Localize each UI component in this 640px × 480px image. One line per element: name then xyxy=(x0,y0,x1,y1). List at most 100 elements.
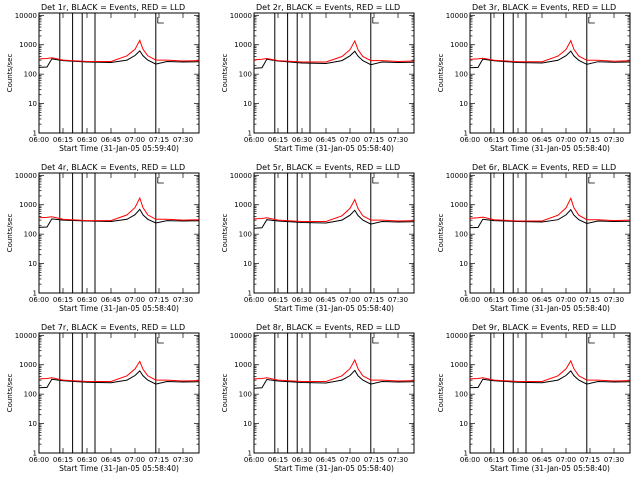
x-tick-label: 06:45 xyxy=(532,296,552,304)
y-tick-label: 100 xyxy=(24,231,37,239)
panel-title: Det 3r, BLACK = Events, RED = LLD xyxy=(472,3,616,12)
series-line-lld xyxy=(38,360,200,382)
x-tick-label: 06:30 xyxy=(292,456,312,464)
x-tick-label: 06:45 xyxy=(316,136,336,144)
x-tick-label: 06:45 xyxy=(532,136,552,144)
x-axis-label: Start Time (31-Jan-05 05:58:40) xyxy=(59,304,179,313)
y-tick-label: 10000 xyxy=(15,12,37,20)
marker-bracket xyxy=(372,17,379,24)
series-line-events xyxy=(253,209,415,229)
series-line-events xyxy=(469,370,631,389)
y-tick-label: 1 xyxy=(248,450,252,458)
x-tick-label: 07:30 xyxy=(604,136,624,144)
x-tick-label: 06:00 xyxy=(29,296,49,304)
x-tick-label: 07:30 xyxy=(388,296,408,304)
x-tick-label: 07:30 xyxy=(173,136,193,144)
y-tick-label: 1000 xyxy=(19,361,37,369)
x-tick-label: 06:30 xyxy=(77,296,97,304)
panel-title: Det 4r, BLACK = Events, RED = LLD xyxy=(41,163,185,172)
x-tick-label: 06:30 xyxy=(508,136,528,144)
y-axis-label: Counts/sec xyxy=(437,374,445,413)
y-tick-label: 1000 xyxy=(19,41,37,49)
x-tick-label: 06:00 xyxy=(244,456,264,464)
y-axis-label: Counts/sec xyxy=(6,54,14,93)
plot-frame xyxy=(469,172,631,294)
x-tick-label: 07:15 xyxy=(580,296,600,304)
series-line-events xyxy=(469,50,631,69)
x-tick-label: 07:15 xyxy=(364,296,384,304)
y-axis-label: Counts/sec xyxy=(221,214,229,253)
series-line-events xyxy=(38,50,200,68)
series-line-lld xyxy=(253,358,415,382)
x-axis-label: Start Time (31-Jan-05 05:58:40) xyxy=(274,304,394,313)
series-line-lld xyxy=(38,39,200,62)
series-line-events xyxy=(38,208,200,228)
x-tick-label: 07:30 xyxy=(173,456,193,464)
y-tick-label: 100 xyxy=(239,231,252,239)
y-tick-label: 1000 xyxy=(234,361,252,369)
series-line-events xyxy=(253,50,415,69)
panel-4: Det 4r, BLACK = Events, RED = LLD 1 10 100 1… xyxy=(6,163,200,313)
plot-frame xyxy=(38,172,200,294)
x-tick-label: 06:45 xyxy=(101,136,121,144)
panel-6: Det 6r, BLACK = Events, RED = LLD 1 10 100 1… xyxy=(437,163,631,313)
x-tick-label: 06:30 xyxy=(508,456,528,464)
y-tick-label: 1 xyxy=(464,290,468,298)
panel-8: Det 8r, BLACK = Events, RED = LLD 1 10 100 1… xyxy=(221,323,415,473)
plot-frame xyxy=(253,172,415,294)
x-axis-label: Start Time (31-Jan-05 05:58:40) xyxy=(490,464,610,473)
x-tick-label: 07:15 xyxy=(149,456,169,464)
series-line-lld xyxy=(469,196,631,222)
x-tick-label: 06:15 xyxy=(268,136,288,144)
x-tick-label: 06:45 xyxy=(101,456,121,464)
x-tick-label: 06:15 xyxy=(484,296,504,304)
series-line-lld xyxy=(253,39,415,63)
x-tick-label: 07:00 xyxy=(125,296,145,304)
panel-5: Det 5r, BLACK = Events, RED = LLD 1 10 100 1… xyxy=(221,163,415,313)
x-tick-label: 06:45 xyxy=(316,456,336,464)
marker-bracket xyxy=(157,177,164,184)
panel-title: Det 1r, BLACK = Events, RED = LLD xyxy=(41,3,185,12)
y-tick-label: 100 xyxy=(24,391,37,399)
panel-title: Det 6r, BLACK = Events, RED = LLD xyxy=(472,163,616,172)
y-tick-label: 1 xyxy=(464,450,468,458)
y-tick-label: 100 xyxy=(455,391,468,399)
x-tick-label: 06:15 xyxy=(53,456,73,464)
plot-frame xyxy=(253,332,415,454)
y-tick-label: 10 xyxy=(28,260,37,268)
y-axis-label: Counts/sec xyxy=(6,214,14,253)
x-tick-label: 07:00 xyxy=(125,136,145,144)
x-tick-label: 06:15 xyxy=(484,136,504,144)
x-tick-label: 06:15 xyxy=(484,456,504,464)
y-tick-label: 10000 xyxy=(230,172,252,180)
plot-frame xyxy=(469,12,631,134)
y-tick-label: 1 xyxy=(248,130,252,138)
x-tick-label: 07:30 xyxy=(388,456,408,464)
x-tick-label: 07:30 xyxy=(604,456,624,464)
y-tick-label: 1 xyxy=(33,130,37,138)
x-tick-label: 07:00 xyxy=(340,136,360,144)
x-tick-label: 06:30 xyxy=(77,136,97,144)
y-tick-label: 10 xyxy=(243,260,252,268)
plot-frame xyxy=(469,332,631,454)
x-tick-label: 07:00 xyxy=(556,296,576,304)
x-tick-label: 06:15 xyxy=(268,296,288,304)
y-axis-label: Counts/sec xyxy=(221,374,229,413)
x-tick-label: 06:45 xyxy=(532,456,552,464)
x-tick-label: 07:00 xyxy=(340,296,360,304)
y-tick-label: 1 xyxy=(248,290,252,298)
y-tick-label: 1 xyxy=(464,130,468,138)
series-line-events xyxy=(253,369,415,389)
y-tick-label: 10000 xyxy=(230,12,252,20)
x-tick-label: 07:15 xyxy=(364,136,384,144)
x-tick-label: 06:45 xyxy=(316,296,336,304)
panel-title: Det 8r, BLACK = Events, RED = LLD xyxy=(256,323,400,332)
series-line-events xyxy=(469,208,631,229)
series-line-lld xyxy=(469,39,631,63)
panel-title: Det 7r, BLACK = Events, RED = LLD xyxy=(41,323,185,332)
x-tick-label: 07:30 xyxy=(173,296,193,304)
x-axis-label: Start Time (31-Jan-05 05:58:40) xyxy=(490,304,610,313)
x-axis-label: Start Time (31-Jan-05 05:58:40) xyxy=(274,144,394,153)
panel-2: Det 2r, BLACK = Events, RED = LLD 1 10 100 1… xyxy=(221,3,415,153)
y-tick-label: 10000 xyxy=(446,172,468,180)
